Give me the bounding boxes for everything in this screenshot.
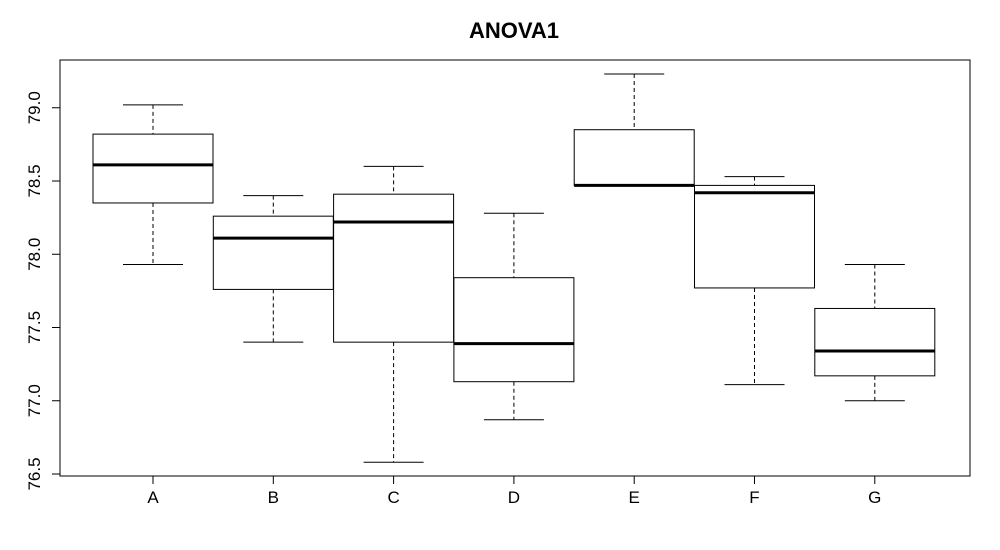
box-iqr [573,129,695,186]
box-iqr [92,133,214,204]
y-tick-label: 76.5 [25,457,44,490]
box-iqr [212,215,334,290]
box-B [212,195,334,343]
y-tick-label: 77.0 [25,384,44,417]
y-tick-label: 78.5 [25,164,44,197]
box-G [814,264,936,402]
x-tick-label: B [268,488,279,507]
box-D [453,212,575,421]
box-iqr [453,277,575,383]
box-A [92,104,214,266]
x-tick-label: G [868,488,881,507]
x-tick-label: E [629,488,640,507]
box-C [333,165,455,463]
box-iqr [814,307,936,377]
box-E [573,73,695,187]
box-F [694,176,815,386]
plot-frame [59,59,971,477]
x-tick-label: C [387,488,399,507]
x-tick-label: F [749,488,759,507]
boxes-group [92,73,936,463]
y-axis: 76.5 77.0 77.5 78.0 78.5 79.0 [25,91,61,491]
box-iqr [694,184,815,289]
y-tick-label: 77.5 [25,311,44,344]
chart-title: ANOVA1 [469,18,559,43]
y-tick-label: 78.0 [25,238,44,271]
y-tick-label: 79.0 [25,91,44,124]
x-axis: A B C D E F G [147,475,881,507]
x-tick-label: D [508,488,520,507]
box-iqr [333,193,455,343]
x-tick-label: A [147,488,159,507]
